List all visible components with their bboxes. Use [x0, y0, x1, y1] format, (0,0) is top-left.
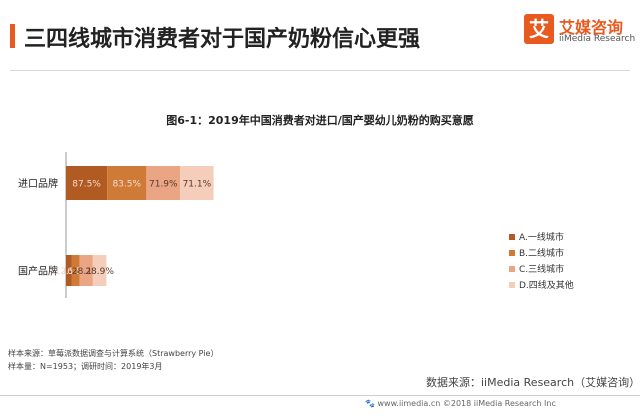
bar-segment	[79, 255, 93, 286]
data-source: 数据来源：iiMedia Research（艾媒咨询）	[426, 376, 640, 389]
logo-name-en: iiMedia Research	[559, 34, 636, 44]
title-accent-bar	[10, 24, 15, 48]
data-label: 83.5%	[112, 180, 141, 190]
bar-segment	[66, 166, 108, 200]
data-label: 71.1%	[183, 180, 212, 190]
legend-label: A.一线城市	[519, 231, 564, 243]
chart-title: 图6-1：2019年中国消费者对进口/国产婴幼儿奶粉的购买意愿	[166, 113, 474, 127]
iimedia-logo-icon: 艾	[524, 14, 554, 44]
bar-segment	[146, 166, 181, 200]
legend-label: B.二线城市	[519, 247, 564, 259]
header-divider	[10, 70, 630, 71]
legend-swatch	[509, 282, 515, 288]
bar-segment	[71, 255, 80, 286]
category-label: 进口品牌	[18, 177, 58, 190]
bar-segment	[107, 166, 147, 200]
bar-segment	[92, 255, 107, 286]
data-label: 12.5%	[55, 267, 84, 277]
legend-swatch	[509, 250, 515, 256]
footer-divider	[0, 395, 640, 396]
data-label: 87.5%	[72, 180, 101, 190]
legend-label: D.四线及其他	[519, 279, 574, 291]
logo-name-cn: 艾媒咨询	[559, 18, 624, 37]
sample-source-note: 样本来源：草莓派数据调查与计算系统（Strawberry Pie）	[8, 349, 219, 358]
sample-size-note: 样本量：N=1953；调研时间：2019年3月	[8, 362, 163, 371]
page-title: 三四线城市消费者对于国产奶粉信心更强	[24, 27, 421, 52]
legend-label: C.三线城市	[519, 263, 564, 275]
data-label: 16.5%	[61, 267, 90, 277]
watermark: 🐾 www.iimedia.cn ©2018 iiMedia Research …	[365, 399, 556, 408]
bar-segment	[180, 166, 214, 200]
bar-segment	[66, 255, 72, 286]
legend-swatch	[509, 234, 515, 240]
data-label: 28.1%	[72, 267, 101, 277]
data-label: 28.9%	[85, 267, 114, 277]
category-label: 国产品牌	[18, 265, 58, 278]
legend-swatch	[509, 266, 515, 272]
data-label: 71.9%	[149, 180, 178, 190]
